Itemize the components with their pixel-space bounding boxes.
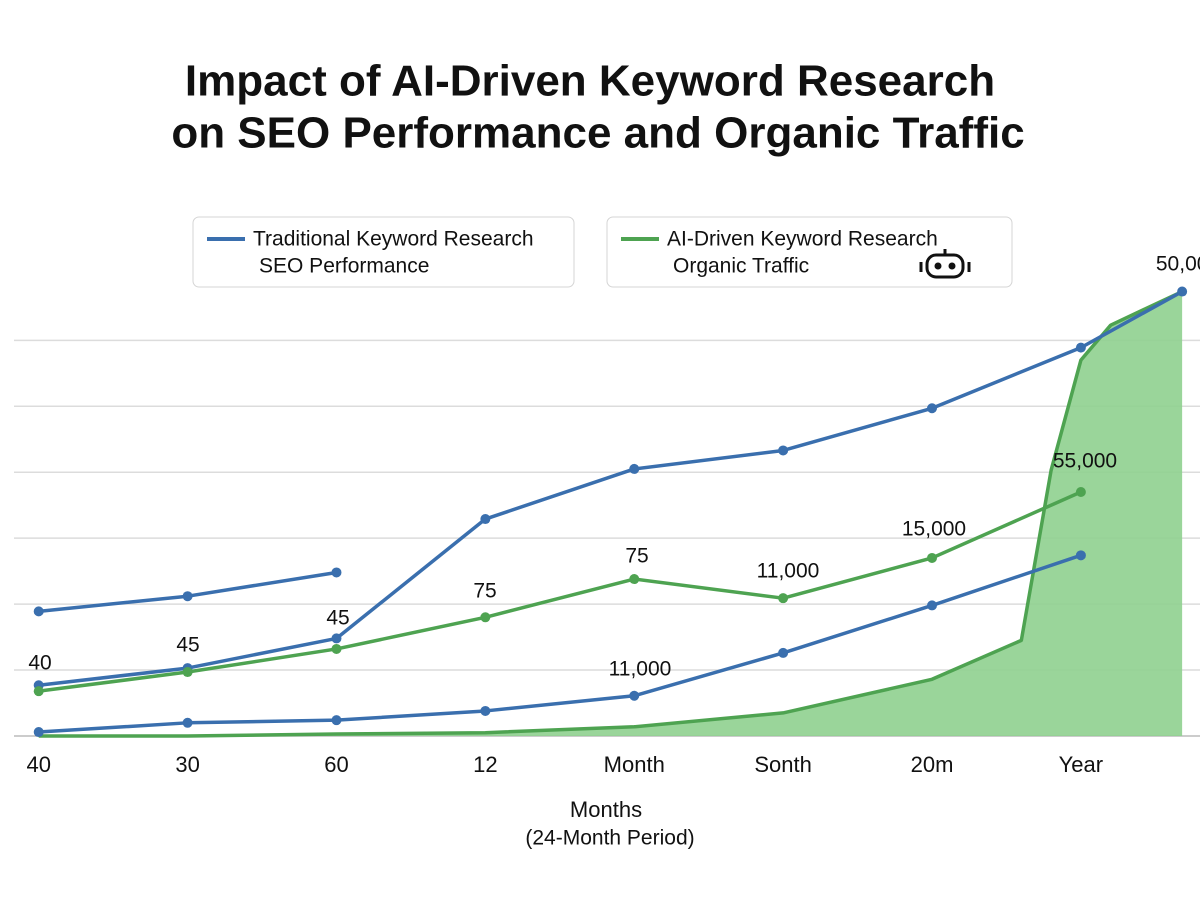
annotation: 11,000 (757, 560, 820, 583)
point (182, 591, 193, 602)
legend-label: Organic Traffic (673, 255, 809, 278)
x-tick-label: Year (1059, 752, 1103, 777)
line (38, 290, 1183, 687)
legend-label: SEO Performance (259, 255, 429, 278)
point (778, 593, 789, 604)
point (480, 612, 491, 623)
chart-title: on SEO Performance and Organic Traffic (171, 109, 1024, 158)
point (480, 514, 491, 525)
point (182, 717, 193, 728)
point (927, 552, 938, 563)
point (1075, 487, 1086, 498)
point (331, 643, 342, 654)
point (331, 633, 342, 644)
line (38, 289, 1183, 738)
x-tick-label: 60 (324, 752, 348, 777)
x-tick-label: 40 (26, 752, 50, 777)
point (331, 715, 342, 726)
point (778, 445, 789, 456)
annotation: 15,000 (902, 518, 966, 541)
point (1075, 342, 1086, 353)
annotation: 50,000 (1156, 253, 1200, 276)
point (778, 647, 789, 658)
point (927, 600, 938, 611)
chart-title: Impact of AI-Driven Keyword Research (185, 57, 995, 106)
legend-label: Traditional Keyword Research (253, 228, 534, 251)
point (629, 690, 640, 701)
legend-box (606, 216, 1013, 288)
point (629, 574, 640, 585)
point (629, 463, 640, 474)
point (33, 727, 44, 738)
point (331, 567, 342, 578)
x-axis-label: Months (570, 797, 642, 822)
x-tick-label: 12 (473, 752, 497, 777)
point (182, 667, 193, 678)
x-tick-label: Month (604, 752, 665, 777)
x-tick-label: 20m (911, 752, 954, 777)
annotation: 75 (625, 545, 648, 568)
point (33, 686, 44, 697)
x-tick-label: Sonth (754, 752, 812, 777)
point (1075, 550, 1086, 561)
point (33, 606, 44, 617)
area (38, 291, 1183, 736)
line (38, 490, 1082, 693)
x-axis-sublabel: (24-Month Period) (525, 827, 694, 850)
annotation: 45 (176, 634, 199, 657)
annotation: 45 (326, 607, 349, 630)
point (480, 705, 491, 716)
x-tick-label: 30 (175, 752, 199, 777)
annotation: 11,000 (609, 658, 672, 681)
legend-label: AI-Driven Keyword Research (667, 228, 938, 251)
robot-icon (919, 249, 971, 279)
line (38, 553, 1082, 734)
annotation: 40 (28, 652, 51, 675)
point (927, 403, 938, 414)
annotation: 55,000 (1053, 450, 1117, 473)
point (1177, 286, 1188, 297)
annotation: 75 (473, 580, 496, 603)
legend-box (192, 216, 575, 288)
